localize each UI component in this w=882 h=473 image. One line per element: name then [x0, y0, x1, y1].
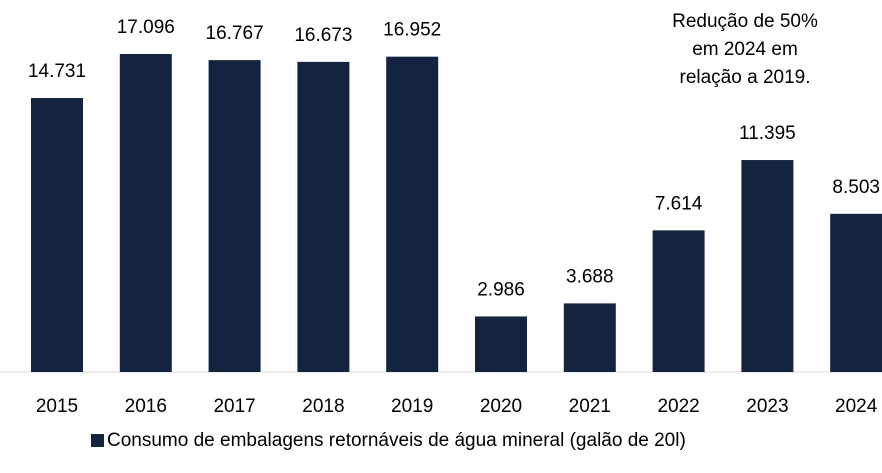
- bar: [652, 230, 705, 372]
- x-tick-label: 2022: [657, 396, 699, 417]
- x-tick-label: 2019: [391, 396, 433, 417]
- bar: [297, 61, 350, 372]
- annotation: relação a 2019.: [680, 67, 811, 88]
- annotation: Redução de 50%: [672, 11, 818, 32]
- value-label: 16.673: [294, 25, 352, 46]
- value-label: 11.395: [739, 123, 796, 144]
- x-tick-label: 2021: [569, 396, 611, 417]
- x-tick-label: 2017: [213, 396, 255, 417]
- legend-swatch: [91, 434, 104, 447]
- x-tick-label: 2018: [302, 396, 344, 417]
- x-tick-label: 2024: [835, 396, 878, 417]
- bar: [830, 213, 882, 372]
- bar: [208, 60, 261, 372]
- value-label: 7.614: [655, 193, 703, 214]
- bar: [119, 54, 172, 372]
- value-label: 8.503: [832, 177, 880, 198]
- x-tick-label: 2016: [125, 396, 167, 417]
- value-label: 16.952: [383, 20, 441, 41]
- bar: [475, 316, 527, 372]
- bar: [741, 160, 794, 372]
- value-label: 17.096: [117, 17, 175, 38]
- x-tick-label: 2020: [480, 396, 522, 417]
- bar: [31, 97, 83, 372]
- legend-label: Consumo de embalagens retornáveis de águ…: [107, 430, 686, 451]
- value-label: 3.688: [566, 266, 614, 287]
- x-tick-label: 2023: [746, 396, 788, 417]
- value-label: 2.986: [477, 279, 525, 300]
- value-label: 16.767: [206, 23, 264, 44]
- bar: [386, 56, 439, 372]
- value-label: 14.731: [28, 61, 86, 82]
- annotation: em 2024 em: [692, 39, 798, 60]
- bar: [563, 303, 616, 372]
- x-tick-label: 2015: [36, 396, 78, 417]
